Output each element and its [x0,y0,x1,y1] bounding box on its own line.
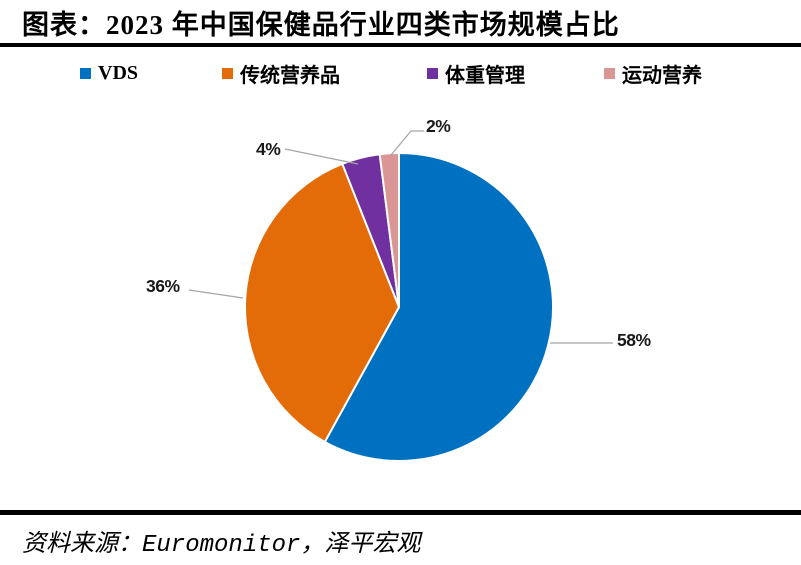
source-note-prefix: 资料来源： [22,531,142,557]
leader-line-运动营养 [390,130,424,156]
legend-swatch-sports-nutrition [604,67,615,79]
leader-line-传统营养品 [188,289,244,299]
legend-label-sports-nutrition: 运动营养 [622,64,702,87]
pie-slice-传统营养品 [243,162,400,443]
legend-label-weight-management: 体重管理 [445,64,525,87]
legend-swatch-weight-management [427,67,438,79]
data-label-sports-nutrition: 2% [426,116,451,136]
chart-title: 图表：2023 年中国保健品行业四类市场规模占比 [22,10,620,40]
pie-slice-运动营养 [378,151,400,308]
legend-item-sports-nutrition: 运动营养 [604,60,702,87]
legend-item-vds: VDS [80,60,138,86]
leader-lines [188,130,613,344]
legend-swatch-traditional-nutrition [222,67,233,79]
data-label-vds: 58% [617,330,651,350]
legend-item-weight-management: 体重管理 [427,60,525,87]
source-note-suffix: ，泽平宏观 [300,531,421,557]
title-divider-line [0,43,801,47]
legend-item-traditional-nutrition: 传统营养品 [222,60,340,87]
data-label-weight-management: 4% [256,139,281,159]
leader-line-体重管理 [284,148,359,165]
legend-swatch-vds [80,67,91,79]
pie-slices [243,151,554,462]
pie-slice-VDS [323,152,554,462]
source-note: 资料来源：Euromonitor，泽平宏观 [22,523,420,559]
legend-label-traditional-nutrition: 传统营养品 [240,64,340,87]
footer-divider-line [0,510,801,515]
legend-label-vds: VDS [98,61,139,84]
data-label-traditional-nutrition: 36% [146,276,180,296]
source-note-provider: Euromonitor [142,532,301,559]
